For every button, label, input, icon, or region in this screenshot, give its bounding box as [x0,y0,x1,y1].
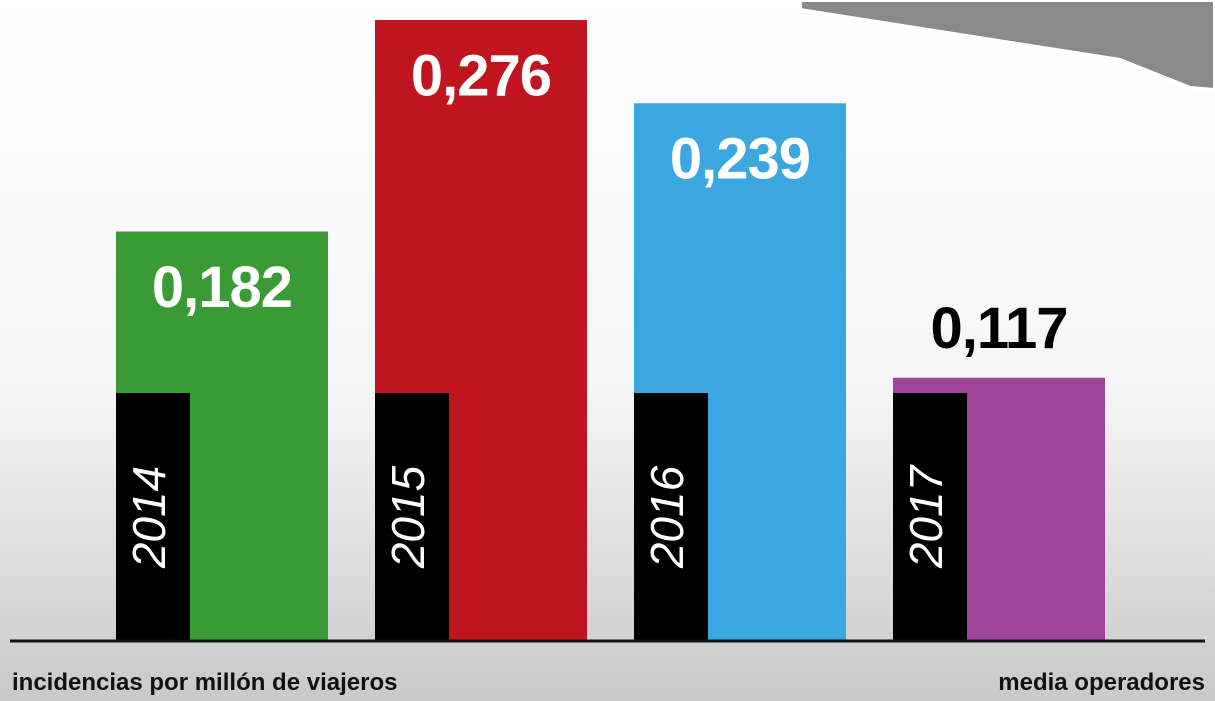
value-label: 0,276 [411,43,551,108]
year-box [116,393,190,641]
note: media operadores [998,669,1205,696]
axis-label: incidencias por millón de viajeros [12,669,397,696]
x-tick-label: 2016 [641,465,693,569]
year-box [634,393,708,641]
year-box [375,393,449,641]
value-label: 0,117 [931,296,1068,361]
x-tick-label: 2017 [900,464,952,569]
value-label: 0,239 [670,127,810,192]
year-box [893,393,967,641]
x-tick-label: 2014 [123,466,175,569]
photo-corner [798,0,1215,93]
x-tick-label: 2015 [382,465,434,569]
value-label: 0,182 [152,255,292,320]
